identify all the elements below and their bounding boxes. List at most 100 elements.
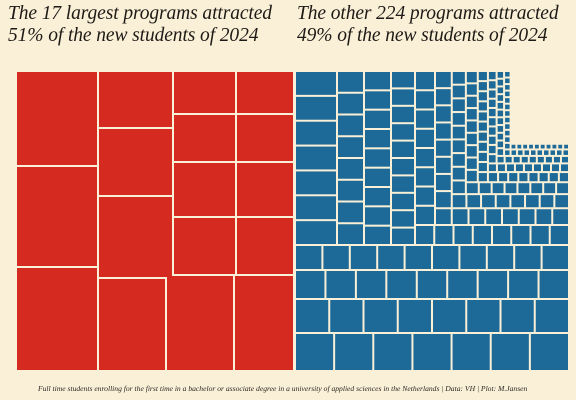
program-tile-other-37 <box>296 121 336 145</box>
program-tile-other-126 <box>466 72 477 83</box>
program-tile-other-79 <box>416 110 434 128</box>
program-tile-other-65 <box>392 176 414 192</box>
program-tile-other-89 <box>503 209 518 224</box>
program-tile-other-110 <box>452 85 465 98</box>
program-tile-other-197 <box>531 150 536 155</box>
program-tile-other-168 <box>488 118 496 126</box>
program-tile-other-55 <box>365 168 390 186</box>
program-tile-other-159 <box>533 164 541 172</box>
program-tile-other-6 <box>491 334 529 370</box>
program-tile-other-75 <box>531 226 549 244</box>
program-tile-other-214 <box>505 143 510 149</box>
program-tile-other-180 <box>553 156 560 163</box>
program-tile-other-19 <box>387 271 416 298</box>
program-tile-other-31 <box>460 246 486 269</box>
program-tile-other-46 <box>338 159 363 179</box>
program-tile-other-173 <box>497 156 504 163</box>
program-tile-other-115 <box>452 154 465 166</box>
program-tile-other-129 <box>466 109 477 120</box>
program-tile-other-202 <box>563 150 568 155</box>
program-tile-other-155 <box>497 164 505 172</box>
program-tile-other-104 <box>496 195 510 208</box>
program-tile-other-4 <box>413 334 451 370</box>
program-tile-other-32 <box>487 246 514 269</box>
program-tile-other-61 <box>392 106 414 123</box>
program-tile-other-122 <box>518 183 530 194</box>
program-tile-other-185 <box>497 95 504 101</box>
program-tile-other-146 <box>478 92 487 101</box>
program-tile-other-63 <box>392 141 414 157</box>
program-tile-other-152 <box>478 152 487 161</box>
program-tile-other-144 <box>478 72 487 81</box>
program-tile-other-181 <box>561 156 568 163</box>
program-tile-other-171 <box>488 145 496 154</box>
program-tile-other-42 <box>338 72 363 92</box>
program-tile-other-160 <box>542 164 550 172</box>
program-tile-other-186 <box>497 102 504 109</box>
program-tile-other-174 <box>505 156 512 163</box>
program-tile-other-14 <box>501 300 534 332</box>
program-tile-other-30 <box>433 246 459 269</box>
program-tile-largest-15 <box>237 218 293 274</box>
program-tile-other-154 <box>488 164 496 172</box>
program-tile-other-103 <box>482 195 495 208</box>
program-tile-other-12 <box>433 300 466 332</box>
program-tile-largest-6 <box>99 197 172 277</box>
program-tile-other-56 <box>365 188 390 206</box>
program-tile-other-8 <box>296 300 329 332</box>
program-tile-other-136 <box>488 173 498 182</box>
program-tile-other-94 <box>436 89 451 105</box>
program-tile-other-213 <box>505 137 510 142</box>
program-tile-other-128 <box>466 96 477 108</box>
program-tile-other-38 <box>296 146 336 170</box>
program-tile-other-54 <box>365 149 390 167</box>
program-tile-largest-4 <box>99 72 172 127</box>
caption: Full time students enrolling for the fir… <box>38 384 528 393</box>
program-tile-other-62 <box>392 124 414 140</box>
program-tile-other-57 <box>365 207 390 225</box>
program-tile-other-150 <box>478 132 487 141</box>
program-tile-other-219 <box>534 144 539 149</box>
program-tile-largest-9 <box>174 115 235 161</box>
program-tile-other-148 <box>478 112 487 121</box>
program-tile-other-100 <box>436 192 451 208</box>
program-tile-other-73 <box>493 226 511 244</box>
title-left-line2: 51% of the new students of 2024 <box>8 25 259 46</box>
program-tile-other-124 <box>544 183 556 194</box>
program-tile-other-162 <box>560 164 568 172</box>
program-tile-other-88 <box>486 209 501 224</box>
program-tile-other-207 <box>505 98 510 103</box>
title-left-line1: The 17 largest programs attracted <box>8 3 272 24</box>
program-tile-other-216 <box>517 144 522 149</box>
program-tile-other-53 <box>365 130 390 148</box>
program-tile-other-98 <box>436 157 451 173</box>
program-tile-other-191 <box>497 141 504 148</box>
program-tile-other-141 <box>539 173 548 182</box>
program-tile-other-198 <box>537 150 543 155</box>
program-tile-other-135 <box>478 173 487 182</box>
program-tile-other-82 <box>416 168 434 186</box>
program-tile-other-172 <box>488 155 496 163</box>
program-tile-other-22 <box>478 271 508 298</box>
program-tile-other-189 <box>497 126 504 132</box>
program-tile-other-10 <box>364 300 397 332</box>
program-tile-other-97 <box>436 140 451 156</box>
program-tile-other-83 <box>416 187 434 205</box>
program-tile-other-102 <box>467 195 481 208</box>
program-tile-other-196 <box>524 150 530 155</box>
program-tile-other-140 <box>529 173 538 182</box>
title-right-line2: 49% of the new students of 2024 <box>297 25 548 46</box>
program-tile-other-121 <box>505 183 517 194</box>
program-tile-other-176 <box>521 156 528 163</box>
program-tile-other-51 <box>365 91 390 109</box>
program-tile-other-34 <box>542 246 568 269</box>
program-tile-other-184 <box>497 87 504 94</box>
program-tile-other-90 <box>519 209 535 224</box>
program-tile-largest-17 <box>235 276 293 370</box>
program-tile-other-147 <box>478 102 487 111</box>
program-tile-largest-14 <box>237 163 293 216</box>
program-tile-other-133 <box>466 158 477 169</box>
program-tile-other-21 <box>448 271 477 298</box>
program-tile-other-190 <box>497 133 504 140</box>
